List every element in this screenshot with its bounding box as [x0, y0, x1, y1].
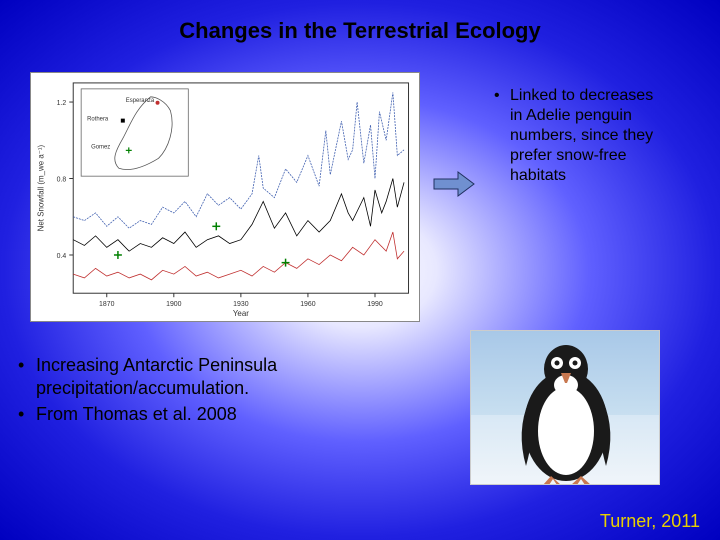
- svg-text:1930: 1930: [233, 301, 249, 308]
- arrow-icon: [432, 170, 476, 198]
- svg-text:Rothera: Rothera: [87, 117, 109, 123]
- bullet-left-item: From Thomas et al. 2008: [18, 403, 358, 426]
- svg-text:1.2: 1.2: [57, 100, 67, 107]
- slide-title: Changes in the Terrestrial Ecology: [0, 18, 720, 44]
- svg-text:1960: 1960: [300, 301, 316, 308]
- left-bullets: Increasing Antarctic Peninsula precipita…: [18, 354, 358, 428]
- svg-text:Esperanza: Esperanza: [126, 98, 155, 104]
- svg-text:Year: Year: [233, 309, 249, 318]
- svg-text:Net Snowfall (m_we a⁻¹): Net Snowfall (m_we a⁻¹): [36, 144, 45, 231]
- citation-text: Turner, 2011: [600, 511, 700, 532]
- svg-text:1900: 1900: [166, 301, 182, 308]
- svg-text:0.8: 0.8: [57, 176, 67, 183]
- svg-text:Gomez: Gomez: [91, 144, 110, 150]
- svg-text:0.4: 0.4: [57, 253, 67, 260]
- chart-svg: 1870 1900 1930 1960 1990 0.4 0.8 1.2 Year Net Sno…: [31, 73, 419, 321]
- bullet-left-item: Increasing Antarctic Peninsula precipita…: [18, 354, 358, 401]
- penguin-image: [470, 330, 660, 485]
- svg-text:1990: 1990: [367, 301, 383, 308]
- bullet-right-item: Linked to decreases in Adelie penguin nu…: [494, 86, 664, 186]
- snowfall-chart: 1870 1900 1930 1960 1990 0.4 0.8 1.2 Year Net Sno…: [30, 72, 420, 322]
- right-bullets: Linked to decreases in Adelie penguin nu…: [494, 86, 664, 186]
- svg-text:1870: 1870: [99, 301, 115, 308]
